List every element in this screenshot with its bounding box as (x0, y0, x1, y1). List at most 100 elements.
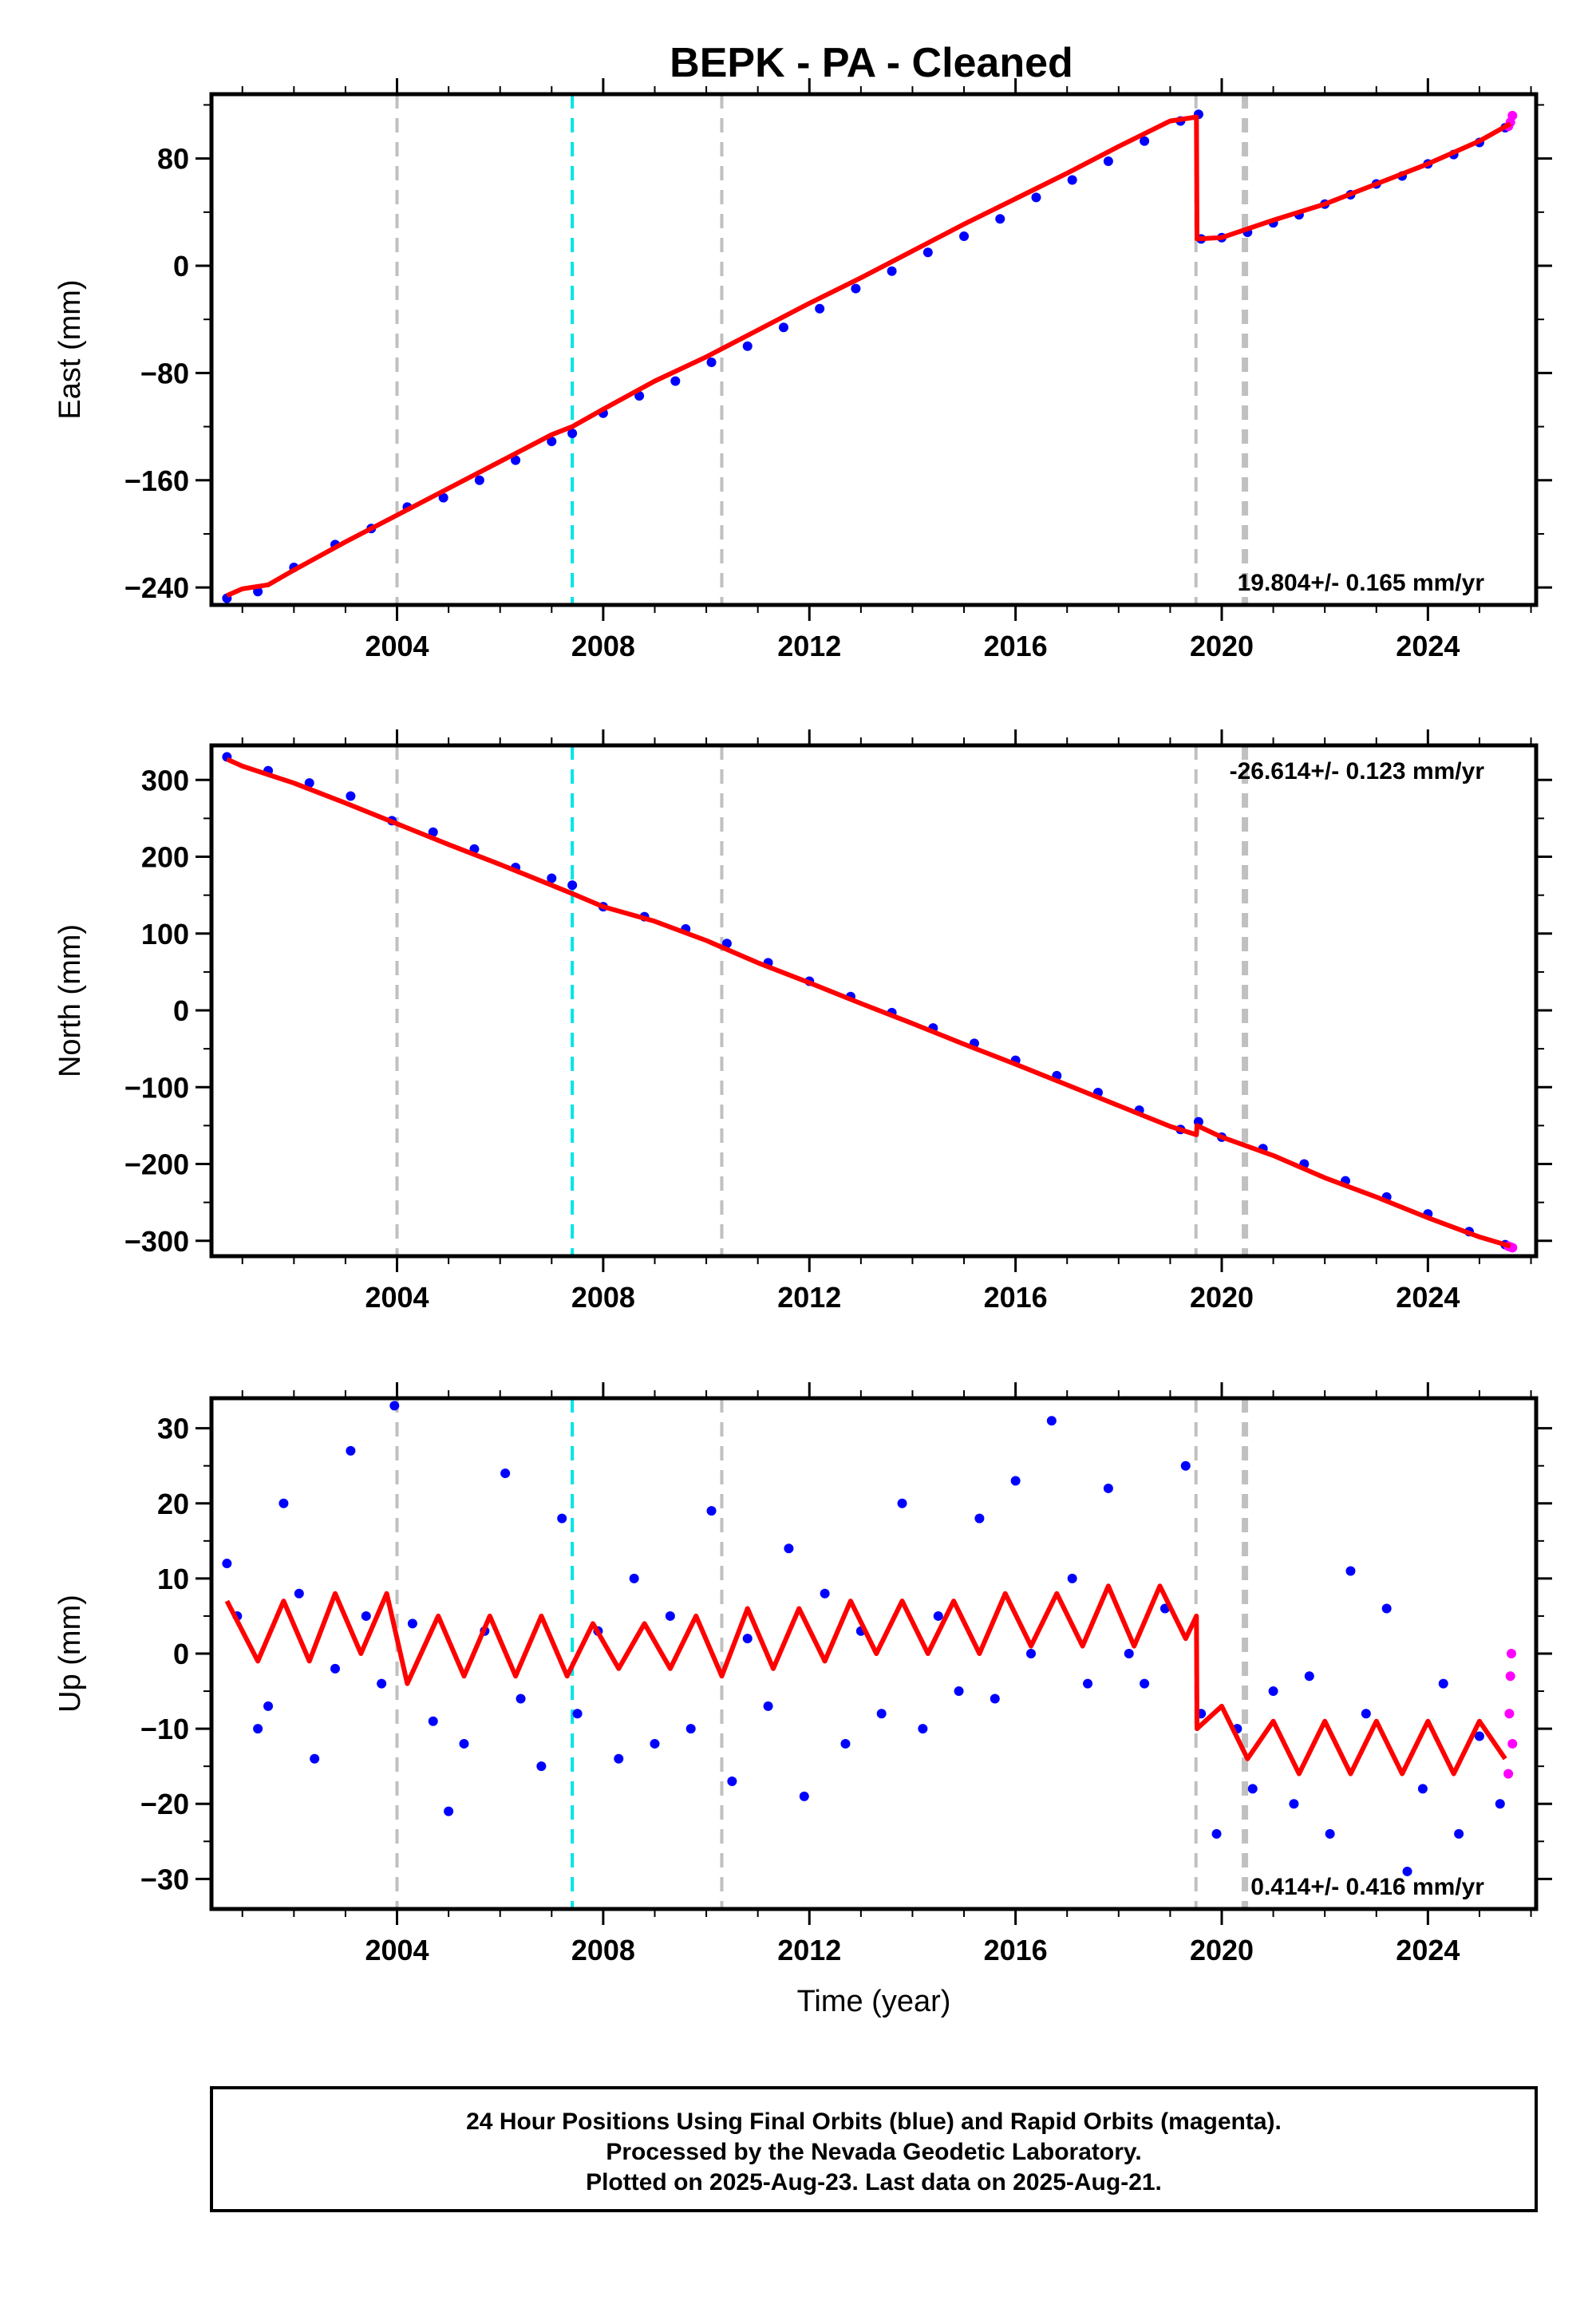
data-point (1140, 1678, 1150, 1689)
data-point (815, 303, 825, 314)
y-tick-label: 100 (141, 918, 189, 951)
data-point (1325, 1828, 1335, 1839)
data-point (1026, 1649, 1037, 1658)
data-point (1124, 1649, 1134, 1658)
data-point (954, 1686, 964, 1697)
y-tick-label: 20 (157, 1488, 189, 1520)
data-point (959, 231, 970, 242)
data-point (547, 873, 557, 883)
data-point (1268, 1686, 1278, 1697)
y-tick-label: −300 (124, 1225, 189, 1258)
data-point (1083, 1678, 1093, 1689)
footer-line-3: Plotted on 2025-Aug-23. Last data on 202… (586, 2169, 1162, 2195)
y-tick-label: 80 (157, 143, 189, 176)
data-point (1103, 1483, 1113, 1493)
data-point (990, 1694, 1000, 1704)
data-point (438, 492, 448, 503)
x-tick-label: 2016 (984, 1281, 1048, 1314)
x-tick-label: 2016 (984, 1934, 1048, 1966)
data-point (1507, 110, 1518, 121)
x-tick-label: 2024 (1396, 630, 1460, 662)
data-point (1402, 1866, 1412, 1876)
x-tick-label: 2020 (1190, 1934, 1254, 1966)
data-point (1506, 1649, 1516, 1658)
data-point (547, 437, 557, 447)
footer-line-2: Processed by the Nevada Geodetic Laborat… (606, 2139, 1141, 2165)
y-tick-label: −10 (140, 1713, 189, 1745)
data-point (995, 214, 1005, 224)
data-point (1505, 1671, 1515, 1682)
data-point (1507, 1738, 1518, 1749)
data-point (840, 1738, 851, 1749)
data-point (444, 1806, 454, 1816)
y-tick-label: −100 (124, 1071, 189, 1104)
final_orbits-points (222, 109, 1511, 603)
data-point (500, 1468, 511, 1479)
data-point (1495, 1799, 1505, 1809)
data-point (1454, 1828, 1464, 1839)
data-point (407, 1618, 417, 1629)
x-tick-label: 2024 (1396, 1281, 1460, 1314)
data-point (887, 266, 897, 276)
x-tick-label: 2008 (571, 1281, 635, 1314)
data-point (685, 1724, 696, 1734)
x-tick-label: 2020 (1190, 630, 1254, 662)
data-point (1417, 1784, 1428, 1794)
footer-line-1: 24 Hour Positions Using Final Orbits (bl… (466, 2109, 1282, 2135)
data-point (377, 1678, 387, 1689)
data-point (516, 1694, 526, 1704)
data-point (876, 1709, 887, 1719)
data-point (922, 247, 933, 258)
data-point (330, 1663, 341, 1674)
data-point (1503, 1769, 1514, 1779)
data-point (1304, 1671, 1314, 1682)
data-point (294, 1588, 304, 1599)
y-tick-label: 0 (173, 250, 189, 283)
data-point (1504, 1709, 1515, 1719)
x-tick-label: 2012 (777, 1281, 841, 1314)
model-fit-line (226, 757, 1511, 1249)
data-point (650, 1738, 660, 1749)
y-tick-label: −20 (140, 1788, 189, 1820)
data-point (1103, 156, 1113, 166)
footer-frame (210, 2086, 1538, 2212)
data-point (974, 1513, 985, 1524)
data-point (567, 428, 578, 438)
data-point (1046, 1416, 1057, 1426)
panel-up: 2004 2008 2012 2016 2020 2024 −30 −20 −10 0 10 20 30… (53, 1382, 1552, 2018)
chart-title: BEPK - PA - Cleaned (670, 40, 1073, 86)
data-point (665, 1611, 675, 1621)
x-tick-label: 2020 (1190, 1281, 1254, 1314)
data-point (614, 1753, 624, 1764)
footer-box: 24 Hour Positions Using Final Orbits (bl… (210, 2086, 1538, 2212)
data-point (784, 1543, 794, 1554)
data-point (706, 357, 717, 367)
data-point (706, 1506, 717, 1516)
data-point (1289, 1799, 1299, 1809)
plot-panels: 2004 2008 2012 2016 2020 2024 −240 −160 −80 0 80 Ea… (53, 78, 1552, 2018)
data-point (1247, 1784, 1258, 1794)
data-point (1067, 1573, 1077, 1583)
x-tick-label: 2008 (571, 630, 635, 662)
data-point (629, 1573, 639, 1583)
rapid_orbits-points (1503, 1649, 1518, 1779)
data-point (389, 1401, 400, 1411)
data-point (310, 1753, 320, 1764)
plot-frame (209, 743, 1539, 1259)
y-tick-label: 10 (157, 1563, 189, 1595)
data-point (742, 1634, 753, 1644)
y-tick-label: 300 (141, 764, 189, 796)
y-tick-label: −30 (140, 1863, 189, 1895)
y-axis-label: North (mm) (53, 924, 87, 1077)
data-point (428, 827, 438, 837)
y-tick-label: −80 (140, 357, 189, 389)
data-point (1381, 1603, 1392, 1614)
y-axis-label: Up (mm) (53, 1595, 87, 1713)
data-point (361, 1611, 371, 1621)
x-axis-label: Time (year) (797, 1985, 951, 2018)
data-point (572, 1709, 583, 1719)
y-axis-label: East (mm) (53, 279, 87, 419)
data-point (670, 376, 681, 386)
data-point (1474, 1731, 1484, 1741)
